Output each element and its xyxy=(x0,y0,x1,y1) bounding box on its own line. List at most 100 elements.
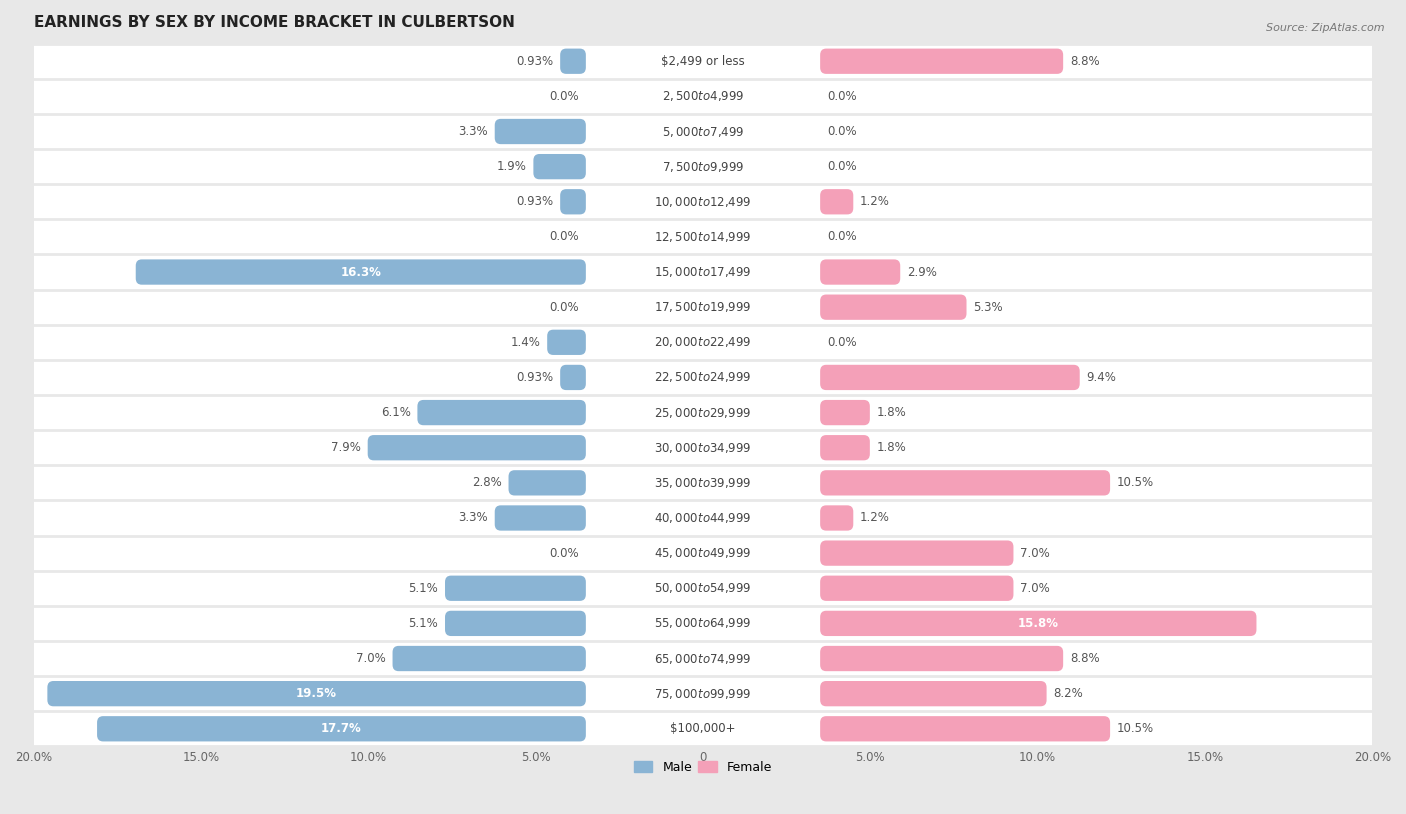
Text: 0.93%: 0.93% xyxy=(516,371,554,384)
Text: 0.0%: 0.0% xyxy=(550,90,579,103)
FancyBboxPatch shape xyxy=(820,470,1111,496)
Text: 0.0%: 0.0% xyxy=(827,90,856,103)
FancyBboxPatch shape xyxy=(820,505,853,531)
FancyBboxPatch shape xyxy=(97,716,586,742)
Text: $50,000 to $54,999: $50,000 to $54,999 xyxy=(654,581,752,595)
FancyBboxPatch shape xyxy=(20,75,1386,117)
Text: 0.0%: 0.0% xyxy=(827,230,856,243)
FancyBboxPatch shape xyxy=(418,400,586,425)
Text: 5.3%: 5.3% xyxy=(973,300,1002,313)
Text: $100,000+: $100,000+ xyxy=(671,722,735,735)
FancyBboxPatch shape xyxy=(20,602,1386,645)
Text: 7.0%: 7.0% xyxy=(1021,582,1050,595)
FancyBboxPatch shape xyxy=(20,427,1386,469)
FancyBboxPatch shape xyxy=(820,189,853,214)
FancyBboxPatch shape xyxy=(20,40,1386,82)
Text: $2,500 to $4,999: $2,500 to $4,999 xyxy=(662,90,744,103)
Text: 3.3%: 3.3% xyxy=(458,125,488,138)
Text: 0.93%: 0.93% xyxy=(516,195,554,208)
FancyBboxPatch shape xyxy=(20,532,1386,574)
FancyBboxPatch shape xyxy=(20,111,1386,152)
Text: $25,000 to $29,999: $25,000 to $29,999 xyxy=(654,405,752,419)
Text: 0.0%: 0.0% xyxy=(827,125,856,138)
Text: 1.4%: 1.4% xyxy=(510,336,540,349)
FancyBboxPatch shape xyxy=(820,49,1063,74)
Text: Source: ZipAtlas.com: Source: ZipAtlas.com xyxy=(1267,23,1385,33)
FancyBboxPatch shape xyxy=(20,672,1386,715)
FancyBboxPatch shape xyxy=(20,707,1386,750)
FancyBboxPatch shape xyxy=(820,400,870,425)
Text: 10.5%: 10.5% xyxy=(1116,476,1154,489)
Text: 1.8%: 1.8% xyxy=(876,406,907,419)
Text: 8.8%: 8.8% xyxy=(1070,652,1099,665)
Text: 2.8%: 2.8% xyxy=(472,476,502,489)
Text: $75,000 to $99,999: $75,000 to $99,999 xyxy=(654,687,752,701)
FancyBboxPatch shape xyxy=(20,392,1386,434)
FancyBboxPatch shape xyxy=(20,462,1386,504)
FancyBboxPatch shape xyxy=(820,365,1080,390)
FancyBboxPatch shape xyxy=(20,497,1386,539)
FancyBboxPatch shape xyxy=(820,260,900,285)
Text: 0.0%: 0.0% xyxy=(827,160,856,173)
FancyBboxPatch shape xyxy=(509,470,586,496)
Legend: Male, Female: Male, Female xyxy=(628,755,778,779)
Text: $40,000 to $44,999: $40,000 to $44,999 xyxy=(654,511,752,525)
Text: 8.2%: 8.2% xyxy=(1053,687,1083,700)
FancyBboxPatch shape xyxy=(446,610,586,636)
FancyBboxPatch shape xyxy=(20,637,1386,680)
FancyBboxPatch shape xyxy=(20,286,1386,328)
Text: 0.0%: 0.0% xyxy=(550,300,579,313)
Text: 7.9%: 7.9% xyxy=(332,441,361,454)
Text: $20,000 to $22,499: $20,000 to $22,499 xyxy=(654,335,752,349)
Text: 5.1%: 5.1% xyxy=(409,617,439,630)
Text: $65,000 to $74,999: $65,000 to $74,999 xyxy=(654,651,752,666)
Text: $45,000 to $49,999: $45,000 to $49,999 xyxy=(654,546,752,560)
FancyBboxPatch shape xyxy=(820,435,870,461)
FancyBboxPatch shape xyxy=(20,216,1386,258)
Text: 7.0%: 7.0% xyxy=(356,652,385,665)
FancyBboxPatch shape xyxy=(560,189,586,214)
FancyBboxPatch shape xyxy=(20,322,1386,363)
FancyBboxPatch shape xyxy=(820,295,966,320)
Text: $17,500 to $19,999: $17,500 to $19,999 xyxy=(654,300,752,314)
Text: 8.8%: 8.8% xyxy=(1070,55,1099,68)
Text: EARNINGS BY SEX BY INCOME BRACKET IN CULBERTSON: EARNINGS BY SEX BY INCOME BRACKET IN CUL… xyxy=(34,15,515,30)
Text: 17.7%: 17.7% xyxy=(321,722,361,735)
Text: 16.3%: 16.3% xyxy=(340,265,381,278)
Text: 1.9%: 1.9% xyxy=(496,160,527,173)
FancyBboxPatch shape xyxy=(48,681,586,707)
Text: 6.1%: 6.1% xyxy=(381,406,411,419)
Text: 0.0%: 0.0% xyxy=(827,336,856,349)
Text: 9.4%: 9.4% xyxy=(1087,371,1116,384)
FancyBboxPatch shape xyxy=(820,540,1014,566)
Text: 7.0%: 7.0% xyxy=(1021,547,1050,559)
Text: 15.8%: 15.8% xyxy=(1018,617,1059,630)
FancyBboxPatch shape xyxy=(446,575,586,601)
FancyBboxPatch shape xyxy=(495,505,586,531)
Text: 1.2%: 1.2% xyxy=(860,511,890,524)
Text: $55,000 to $64,999: $55,000 to $64,999 xyxy=(654,616,752,630)
Text: 5.1%: 5.1% xyxy=(409,582,439,595)
Text: $30,000 to $34,999: $30,000 to $34,999 xyxy=(654,440,752,455)
FancyBboxPatch shape xyxy=(820,575,1014,601)
FancyBboxPatch shape xyxy=(20,251,1386,293)
FancyBboxPatch shape xyxy=(820,681,1046,707)
Text: $12,500 to $14,999: $12,500 to $14,999 xyxy=(654,230,752,244)
FancyBboxPatch shape xyxy=(392,646,586,672)
FancyBboxPatch shape xyxy=(820,610,1257,636)
FancyBboxPatch shape xyxy=(533,154,586,179)
FancyBboxPatch shape xyxy=(136,260,586,285)
Text: 10.5%: 10.5% xyxy=(1116,722,1154,735)
Text: 19.5%: 19.5% xyxy=(297,687,337,700)
FancyBboxPatch shape xyxy=(368,435,586,461)
Text: $35,000 to $39,999: $35,000 to $39,999 xyxy=(654,476,752,490)
Text: 3.3%: 3.3% xyxy=(458,511,488,524)
FancyBboxPatch shape xyxy=(20,357,1386,399)
Text: 0.0%: 0.0% xyxy=(550,230,579,243)
FancyBboxPatch shape xyxy=(820,646,1063,672)
FancyBboxPatch shape xyxy=(20,146,1386,188)
Text: $10,000 to $12,499: $10,000 to $12,499 xyxy=(654,195,752,208)
FancyBboxPatch shape xyxy=(820,716,1111,742)
Text: $22,500 to $24,999: $22,500 to $24,999 xyxy=(654,370,752,384)
Text: 0.93%: 0.93% xyxy=(516,55,554,68)
